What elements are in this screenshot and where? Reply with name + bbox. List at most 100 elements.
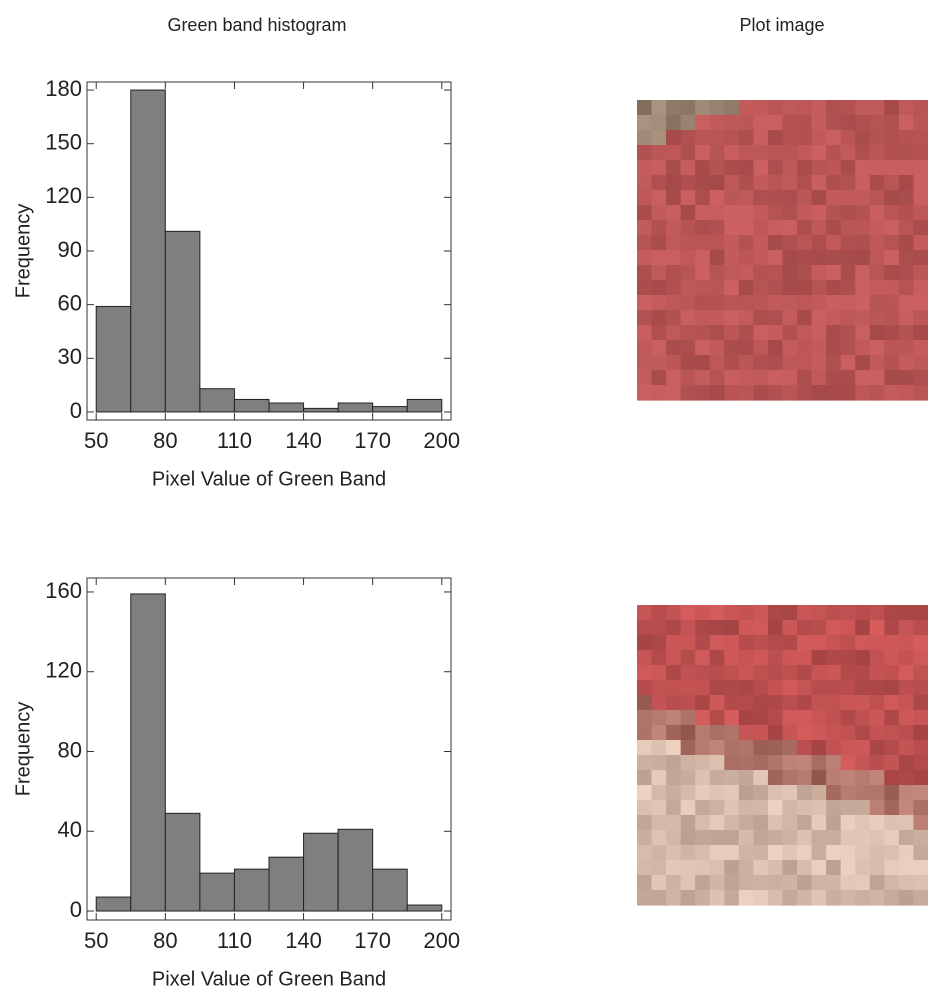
pixel	[680, 100, 696, 116]
pixel	[797, 800, 813, 816]
pixel	[680, 755, 696, 771]
pixel	[826, 740, 842, 756]
pixel	[855, 755, 871, 771]
pixel	[811, 340, 827, 356]
pixel	[651, 130, 667, 146]
pixel	[811, 160, 827, 176]
pixel	[826, 280, 842, 296]
pixel	[884, 770, 900, 786]
pixel	[666, 235, 682, 251]
pixel	[797, 190, 813, 206]
pixel	[811, 785, 827, 801]
pixel	[869, 770, 885, 786]
pixel	[811, 620, 827, 636]
pixel	[709, 250, 725, 266]
pixel	[913, 190, 928, 206]
pixel	[913, 665, 928, 681]
pixel	[651, 325, 667, 341]
pixel	[767, 650, 784, 666]
pixel	[884, 680, 900, 696]
pixel	[884, 875, 900, 891]
pixel	[826, 175, 842, 191]
pixel	[913, 740, 928, 756]
pixel	[724, 725, 740, 741]
pixel	[855, 370, 871, 386]
pixel	[884, 115, 900, 131]
pixel	[695, 860, 711, 876]
pixel	[797, 785, 813, 801]
pixel	[782, 115, 798, 131]
pixel	[753, 385, 769, 401]
pixel	[637, 265, 653, 281]
pixel	[709, 145, 725, 161]
pixel	[767, 145, 784, 161]
pixel	[869, 220, 885, 236]
pixel	[898, 845, 915, 861]
pixel	[826, 265, 842, 281]
pixel	[637, 830, 653, 846]
pixel	[724, 710, 740, 726]
pixel	[782, 295, 798, 311]
pixel	[724, 175, 740, 191]
pixel	[797, 605, 813, 621]
pixel	[724, 295, 740, 311]
pixel	[695, 650, 711, 666]
pixel	[884, 355, 900, 371]
pixel	[651, 220, 667, 236]
pixel	[738, 100, 754, 116]
pixel	[826, 710, 842, 726]
pixel	[767, 605, 784, 621]
pixel	[884, 785, 900, 801]
pixel	[869, 890, 885, 906]
pixel	[724, 340, 740, 356]
pixel	[680, 310, 696, 326]
pixel	[753, 310, 769, 326]
pixel	[884, 620, 900, 636]
pixel	[637, 875, 653, 891]
pixel	[651, 665, 667, 681]
pixel	[695, 695, 711, 711]
pixel	[637, 890, 653, 906]
pixel	[709, 355, 725, 371]
pixel	[738, 250, 754, 266]
pixel	[869, 130, 885, 146]
pixel	[840, 280, 856, 296]
pixel	[695, 250, 711, 266]
pixel	[724, 830, 740, 846]
pixel	[826, 785, 842, 801]
pixel	[797, 265, 813, 281]
pixel	[913, 605, 928, 621]
pixel	[680, 145, 696, 161]
pixel	[695, 325, 711, 341]
pixel	[913, 845, 928, 861]
pixel	[753, 650, 769, 666]
pixel	[651, 295, 667, 311]
pixel	[782, 710, 798, 726]
pixel	[811, 115, 827, 131]
pixel	[898, 800, 915, 816]
pixel	[738, 695, 754, 711]
pixel	[855, 890, 871, 906]
pixel	[753, 250, 769, 266]
pixel	[782, 620, 798, 636]
pixel	[797, 665, 813, 681]
pixel	[753, 190, 769, 206]
pixel	[695, 280, 711, 296]
pixel	[898, 340, 915, 356]
pixel	[840, 770, 856, 786]
pixel	[855, 385, 871, 401]
pixel	[666, 635, 682, 651]
pixel	[840, 800, 856, 816]
pixel	[666, 650, 682, 666]
pixel	[826, 325, 842, 341]
pixel	[637, 130, 653, 146]
pixel	[869, 695, 885, 711]
pixel	[724, 815, 740, 831]
pixel	[637, 145, 653, 161]
pixel	[695, 770, 711, 786]
pixel	[811, 635, 827, 651]
pixel	[898, 890, 915, 906]
pixel	[666, 355, 682, 371]
pixel	[855, 785, 871, 801]
pixel	[724, 160, 740, 176]
